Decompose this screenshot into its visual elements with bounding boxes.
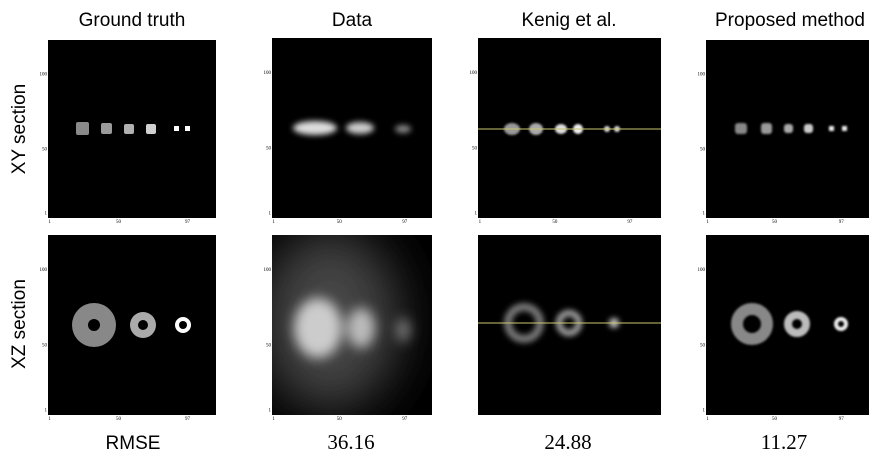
y-tick-label: 1 xyxy=(45,408,48,413)
rmse-value: 11.27 xyxy=(761,430,807,454)
x-tick-label: 97 xyxy=(839,417,845,422)
y-tick-label: 50 xyxy=(700,147,706,152)
y-tick-label: 100 xyxy=(264,71,272,76)
x-tick-label: 50 xyxy=(337,417,343,422)
panel-data-xy xyxy=(272,38,432,218)
column-header: Ground truth xyxy=(79,10,186,31)
y-tick-label: 1 xyxy=(45,211,48,216)
x-tick-label: 50 xyxy=(772,220,778,225)
y-tick-label: 50 xyxy=(266,344,272,349)
column-header: Data xyxy=(332,10,373,31)
panel-kenig-xy xyxy=(478,38,661,218)
y-tick-label: 100 xyxy=(40,268,48,273)
y-tick-label: 100 xyxy=(698,73,706,78)
x-tick-label: 50 xyxy=(337,220,343,225)
x-tick-label: 1 xyxy=(706,220,709,225)
x-tick-label: 1 xyxy=(48,417,51,422)
y-tick-label: 1 xyxy=(475,211,478,216)
x-tick-label: 97 xyxy=(839,220,845,225)
rmse-value: 24.88 xyxy=(544,430,591,454)
x-tick-label: 1 xyxy=(272,417,275,422)
y-tick-label: 100 xyxy=(40,73,48,78)
x-tick-label: 97 xyxy=(627,220,633,225)
y-tick-label: 1 xyxy=(269,211,272,216)
labels: Ground truth Data Kenig et al. Proposed … xyxy=(9,10,865,454)
y-tick-label: 100 xyxy=(470,71,478,76)
y-tick-label: 50 xyxy=(266,147,272,152)
y-tick-label: 1 xyxy=(269,408,272,413)
column-header: Kenig et al. xyxy=(521,10,616,31)
rmse-label: RMSE xyxy=(106,433,161,454)
y-tick-label: 100 xyxy=(698,268,706,273)
panel-proposed-xz xyxy=(706,235,869,415)
panel-gt-xz xyxy=(48,235,216,415)
x-tick-label: 97 xyxy=(185,220,191,225)
x-tick-label: 50 xyxy=(772,417,778,422)
x-tick-label: 1 xyxy=(48,220,51,225)
x-tick-label: 50 xyxy=(116,417,122,422)
x-tick-label: 1 xyxy=(706,417,709,422)
x-tick-label: 50 xyxy=(116,220,122,225)
panel-data-xz xyxy=(272,235,432,415)
y-tick-label: 1 xyxy=(703,211,706,216)
y-tick-label: 50 xyxy=(700,344,706,349)
x-tick-label: 1 xyxy=(479,220,482,225)
row-label: XY section xyxy=(9,84,30,174)
x-tick-label: 1 xyxy=(272,220,275,225)
row-label: XZ section xyxy=(9,279,30,369)
y-tick-label: 50 xyxy=(42,344,48,349)
x-tick-label: 97 xyxy=(402,417,408,422)
panel-kenig-xz xyxy=(478,235,661,415)
y-tick-label: 50 xyxy=(472,147,478,152)
x-tick-label: 97 xyxy=(185,417,191,422)
column-header: Proposed method xyxy=(715,10,865,31)
x-tick-label: 50 xyxy=(552,220,558,225)
y-tick-label: 50 xyxy=(42,147,48,152)
panel-gt-xy xyxy=(48,40,216,218)
y-tick-label: 100 xyxy=(264,268,272,273)
panel-proposed-xy xyxy=(706,40,869,218)
rmse-value: 36.16 xyxy=(327,430,374,454)
x-tick-label: 97 xyxy=(402,220,408,225)
y-tick-label: 1 xyxy=(703,408,706,413)
